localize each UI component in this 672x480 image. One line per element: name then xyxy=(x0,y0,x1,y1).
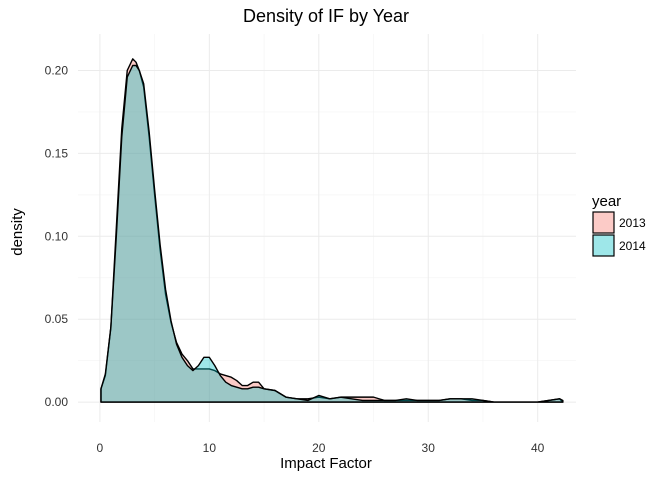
y-tick-label: 0.10 xyxy=(45,229,69,243)
legend: year 2013 2014 xyxy=(592,193,646,257)
legend-key-2014 xyxy=(592,234,615,257)
x-tick-label: 40 xyxy=(531,441,545,455)
y-tick-label: 0.15 xyxy=(45,146,69,160)
legend-label-2013: 2013 xyxy=(619,216,646,230)
density-areas xyxy=(100,58,564,403)
x-tick-label: 20 xyxy=(312,441,326,455)
y-tick-label: 0.20 xyxy=(45,63,69,77)
y-axis-label: density xyxy=(9,208,26,256)
y-tick-label: 0.05 xyxy=(45,312,69,326)
x-tick-label: 10 xyxy=(203,441,217,455)
density-area-2014 xyxy=(100,64,564,403)
legend-item-2014: 2014 xyxy=(592,234,646,257)
legend-key-2013 xyxy=(592,211,615,234)
legend-item-2013: 2013 xyxy=(592,211,646,234)
y-axis-ticks: 0.00 0.05 0.10 0.15 0.20 xyxy=(45,63,69,409)
chart-title: Density of IF by Year xyxy=(243,6,409,26)
x-axis-label: Impact Factor xyxy=(280,455,372,472)
legend-label-2014: 2014 xyxy=(619,239,646,253)
x-tick-label: 0 xyxy=(97,441,104,455)
x-tick-label: 30 xyxy=(422,441,436,455)
y-tick-label: 0.00 xyxy=(45,395,69,409)
x-axis-ticks: 0 10 20 30 40 xyxy=(97,441,545,455)
legend-title: year xyxy=(592,193,621,210)
